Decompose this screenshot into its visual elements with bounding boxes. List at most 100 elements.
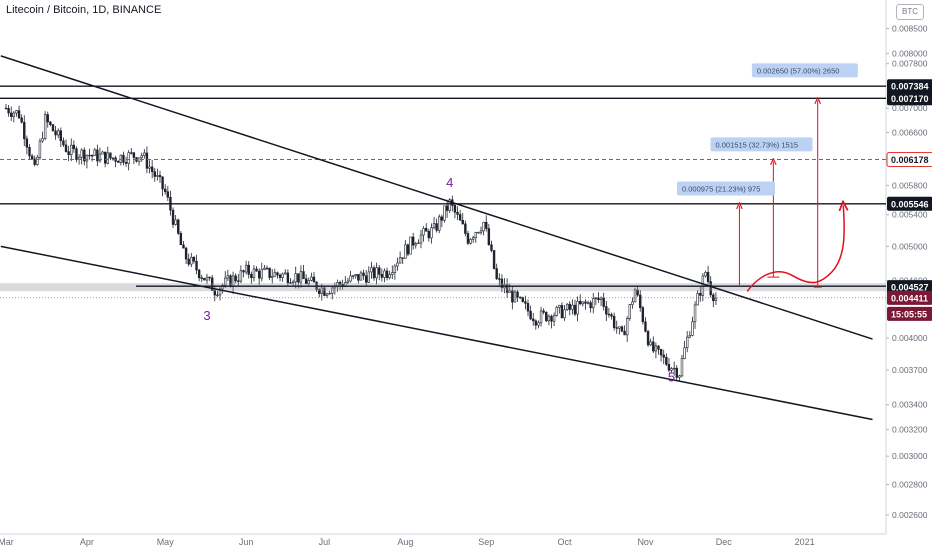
wave-label: 4 — [446, 175, 453, 190]
candle-body — [584, 301, 587, 304]
candle-body — [430, 227, 433, 239]
candle-body — [375, 267, 378, 279]
candle-body — [247, 264, 250, 275]
candle-body — [166, 191, 170, 198]
candle-body — [555, 307, 558, 316]
candle-body — [547, 315, 551, 322]
candle-body — [132, 152, 136, 158]
price-label-text: 0.005546 — [891, 199, 929, 209]
candle-body — [62, 140, 65, 146]
candle-body — [33, 158, 36, 165]
candle-body — [12, 112, 16, 117]
candle-body — [524, 301, 527, 304]
candle-body — [4, 107, 8, 110]
candle-body — [396, 262, 399, 267]
candle-body — [257, 270, 261, 279]
candle-body — [310, 276, 313, 281]
candle-body — [158, 175, 162, 178]
price-tick-label: 0.008000 — [892, 48, 928, 58]
candle-body — [90, 155, 94, 157]
candle-body — [349, 275, 352, 282]
price-tick-label: 0.002600 — [892, 510, 928, 520]
candle-body — [25, 138, 29, 148]
candle-body — [357, 274, 360, 281]
candle-body — [7, 107, 10, 114]
candle-body — [278, 274, 282, 278]
candle-body — [393, 265, 397, 273]
candle-body — [589, 302, 592, 309]
candle-body — [323, 287, 326, 296]
candle-body — [594, 297, 598, 300]
candle-body — [20, 117, 23, 123]
candle-body — [631, 301, 634, 305]
candle-body — [691, 321, 694, 336]
candle-body — [625, 318, 629, 336]
trend-line — [0, 245, 873, 421]
candle-body — [571, 304, 574, 310]
candle-body — [143, 152, 146, 156]
candle-body — [289, 282, 292, 284]
candle-body — [709, 281, 712, 296]
candle-body — [23, 121, 26, 140]
candle-body — [179, 233, 183, 246]
candle-body — [693, 304, 697, 323]
candle-body — [96, 149, 99, 162]
candle-body — [354, 274, 357, 277]
target-box — [676, 181, 775, 196]
candle-body — [581, 301, 585, 305]
candle-body — [678, 375, 681, 378]
candle-body — [297, 273, 300, 283]
candle-body — [592, 298, 595, 309]
candle-body — [706, 272, 710, 282]
candle-body — [391, 272, 394, 275]
candle-body — [187, 258, 190, 265]
target-box — [710, 137, 813, 152]
price-label-box — [887, 280, 932, 295]
candle-body — [210, 277, 214, 291]
candle-body — [537, 322, 540, 326]
currency-button[interactable]: BTC — [896, 4, 924, 20]
candle-body — [320, 287, 324, 294]
candle-body — [252, 268, 256, 278]
candle-body — [56, 130, 60, 136]
candle-body — [633, 289, 637, 303]
candle-body — [205, 276, 209, 281]
candle-body — [688, 335, 692, 338]
candle-body — [388, 274, 391, 278]
candle-body — [469, 238, 472, 244]
price-tick-label: 0.005400 — [892, 210, 928, 220]
candle-body — [80, 149, 83, 158]
target-box — [751, 63, 858, 78]
candle-body — [448, 199, 451, 211]
candle-body — [686, 336, 689, 349]
price-label-text: 0.004411 — [891, 293, 928, 303]
candle-body — [487, 228, 491, 245]
candle-body — [422, 228, 425, 236]
candle-body — [485, 221, 488, 229]
candle-body — [440, 216, 444, 221]
candle-body — [683, 347, 686, 359]
candle-body — [670, 368, 673, 371]
target-label: 0.002650 (57.00%) 2650 — [757, 66, 840, 75]
candle-body — [586, 302, 590, 304]
candle-body — [513, 291, 517, 303]
candle-body — [364, 275, 368, 283]
candle-body — [362, 272, 365, 277]
candle-body — [208, 276, 211, 279]
time-tick-label: Nov — [637, 537, 654, 547]
candle-body — [64, 144, 68, 152]
candle-body — [532, 318, 535, 322]
price-label-box — [887, 306, 932, 321]
price-label-text: 15:05:55 — [891, 309, 927, 319]
candle-body — [714, 297, 718, 302]
candle-body — [49, 121, 52, 125]
candle-body — [140, 155, 143, 159]
candle-body — [644, 321, 647, 332]
time-tick-label: Apr — [80, 537, 94, 547]
candle-body — [378, 267, 381, 275]
candle-body — [111, 157, 115, 159]
candle-body — [93, 149, 96, 156]
candle-body — [260, 269, 263, 279]
candle-body — [351, 275, 355, 277]
time-tick-label: Sep — [478, 537, 494, 547]
